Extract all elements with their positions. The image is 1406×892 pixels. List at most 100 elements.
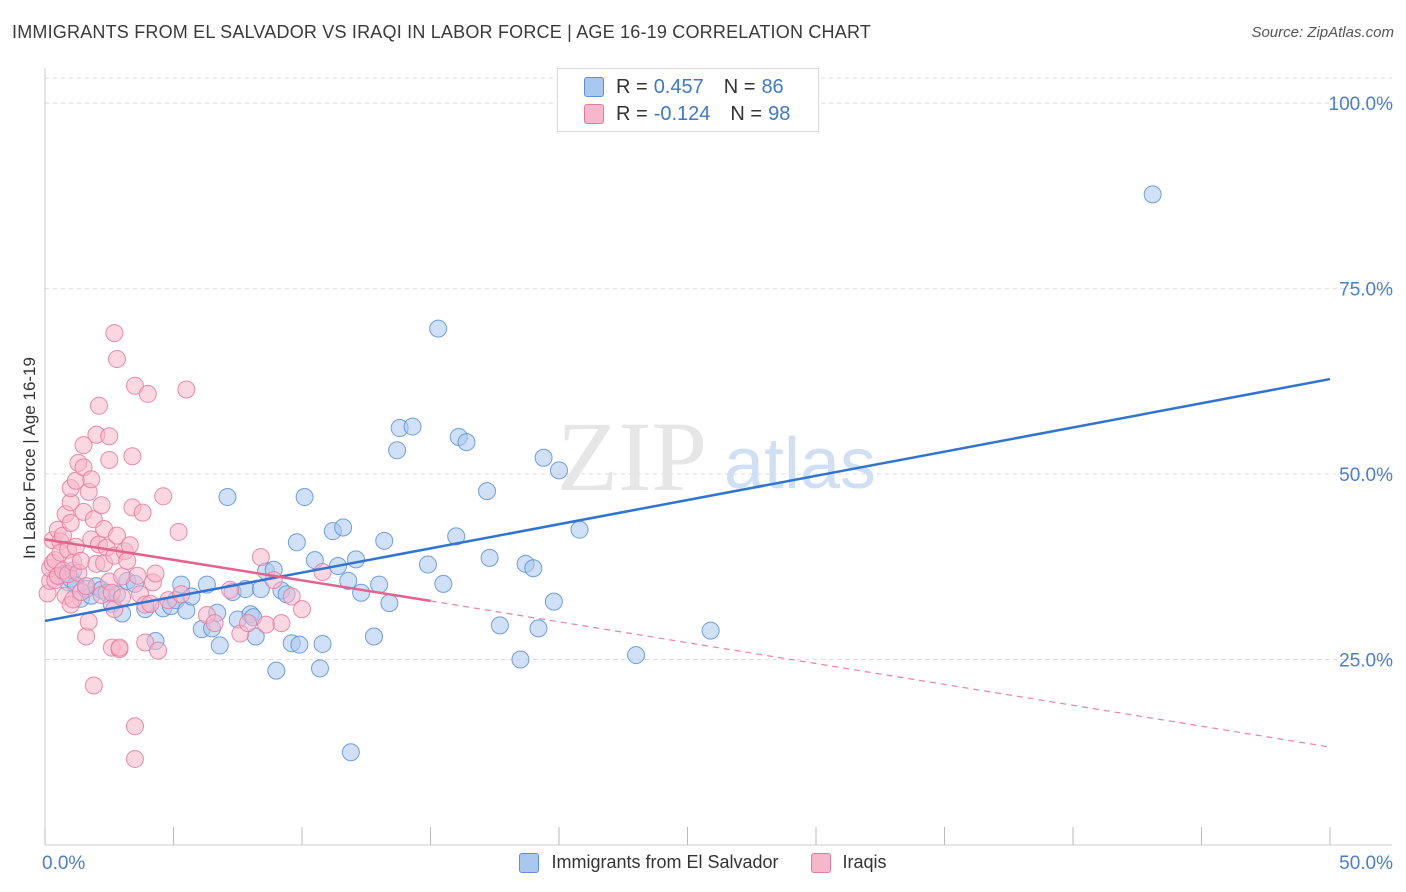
point-el-salvador: [364, 627, 383, 646]
point-el-salvador: [210, 636, 229, 655]
legend-swatch-blue: [519, 852, 540, 873]
point-el-salvador: [627, 646, 646, 665]
legend-n-label: N =: [730, 102, 763, 125]
watermark-atlas: atlas: [724, 424, 876, 504]
point-el-salvador: [511, 650, 530, 669]
point-iraqis: [313, 562, 332, 581]
point-iraqis: [146, 564, 165, 583]
series-legend: Immigrants from El Salvador Iraqis: [0, 852, 1406, 873]
legend-item-iraqis: Iraqis: [810, 852, 887, 873]
point-iraqis: [154, 487, 173, 506]
y-tick-label: 100.0%: [1329, 94, 1394, 115]
legend-r-label: R =: [616, 75, 648, 98]
point-iraqis: [110, 638, 129, 657]
point-el-salvador: [310, 659, 329, 678]
legend-item-el-salvador: Immigrants from El Salvador: [519, 852, 779, 873]
legend-r-value: 0.457: [653, 75, 704, 98]
point-iraqis: [100, 427, 119, 446]
point-iraqis: [282, 587, 301, 606]
point-el-salvador: [375, 531, 394, 550]
point-iraqis: [205, 614, 224, 633]
point-iraqis: [71, 551, 90, 570]
point-el-salvador: [418, 555, 437, 574]
legend-swatch-pink: [810, 852, 831, 873]
point-iraqis: [141, 594, 160, 613]
legend-row-el-salvador: R = 0.457 N = 86: [584, 75, 784, 99]
point-iraqis: [125, 717, 144, 736]
point-iraqis: [257, 615, 276, 634]
series-points: [38, 185, 1162, 768]
point-iraqis: [84, 676, 103, 695]
point-el-salvador: [339, 571, 358, 590]
point-el-salvador: [429, 319, 448, 338]
legend-swatch-blue: [584, 77, 604, 97]
point-el-salvador: [480, 548, 499, 567]
point-el-salvador: [267, 661, 286, 680]
point-el-salvador: [544, 592, 563, 611]
chart-title: IMMIGRANTS FROM EL SALVADOR VS IRAQI IN …: [12, 22, 872, 42]
point-iraqis: [89, 396, 108, 415]
point-el-salvador: [478, 482, 497, 501]
point-iraqis: [82, 470, 101, 489]
point-el-salvador: [334, 518, 353, 537]
point-iraqis: [177, 380, 196, 399]
point-iraqis: [61, 514, 80, 533]
point-el-salvador: [295, 488, 314, 507]
point-iraqis: [107, 350, 126, 369]
point-iraqis: [100, 450, 119, 469]
tick-labels: 25.0% 50.0% 75.0% 100.0% 0.0% 50.0%: [42, 94, 1393, 874]
point-iraqis: [118, 551, 137, 570]
point-el-salvador: [524, 559, 543, 578]
point-el-salvador: [447, 527, 466, 546]
y-tick-label: 25.0%: [1339, 651, 1393, 672]
axes: [44, 68, 1392, 846]
point-el-salvador: [490, 616, 509, 635]
y-tick-label: 75.0%: [1339, 280, 1393, 301]
trendlines: [44, 377, 1331, 748]
watermark-zip: ZIP: [557, 401, 707, 512]
point-iraqis: [169, 522, 188, 541]
point-el-salvador: [380, 594, 399, 613]
point-iraqis: [149, 641, 168, 660]
point-iraqis: [113, 567, 132, 586]
point-iraqis: [77, 577, 96, 596]
y-tick-label: 50.0%: [1339, 465, 1393, 486]
legend-label: Iraqis: [842, 852, 887, 872]
point-iraqis: [293, 600, 311, 619]
legend-n-label: N =: [723, 75, 756, 98]
point-el-salvador: [1143, 185, 1162, 204]
point-el-salvador: [457, 433, 476, 452]
point-el-salvador: [313, 634, 332, 653]
point-el-salvador: [290, 635, 309, 654]
point-iraqis: [125, 749, 144, 768]
trendline-iraqis: [44, 538, 431, 603]
point-iraqis: [133, 503, 152, 522]
point-iraqis: [128, 566, 147, 585]
point-iraqis: [125, 376, 144, 395]
point-iraqis: [92, 496, 111, 515]
legend-r-label: R =: [616, 102, 648, 125]
legend-label: Immigrants from El Salvador: [551, 852, 779, 872]
point-el-salvador: [218, 488, 237, 507]
point-iraqis: [138, 384, 157, 403]
point-el-salvador: [341, 743, 360, 762]
point-iraqis: [105, 324, 124, 343]
legend-n-value: 98: [768, 102, 791, 125]
legend-n-value: 86: [761, 75, 784, 98]
point-el-salvador: [534, 448, 553, 467]
point-iraqis: [79, 612, 98, 631]
point-el-salvador: [388, 441, 407, 460]
source-label: Source: ZipAtlas.com: [1251, 24, 1394, 41]
point-iraqis: [74, 436, 93, 455]
point-iraqis: [136, 633, 155, 652]
point-el-salvador: [550, 461, 568, 480]
legend-row-iraqis: R = -0.124 N = 98: [584, 102, 790, 126]
x-tick-label: 0.0%: [42, 853, 85, 874]
point-el-salvador: [287, 533, 306, 552]
legend-r-value: -0.124: [653, 102, 711, 125]
point-iraqis: [123, 447, 142, 466]
point-el-salvador: [701, 621, 720, 640]
trendline-el-salvador: [44, 377, 1331, 623]
point-iraqis: [113, 588, 132, 607]
